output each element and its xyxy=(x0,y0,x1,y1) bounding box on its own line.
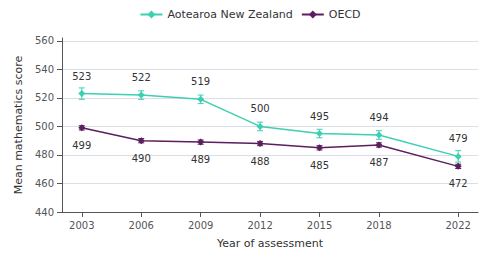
svg-text:2006: 2006 xyxy=(129,220,154,231)
svg-text:479: 479 xyxy=(449,133,468,144)
svg-text:490: 490 xyxy=(132,153,151,164)
svg-text:522: 522 xyxy=(132,72,151,83)
svg-text:Year of assessment: Year of assessment xyxy=(216,237,324,250)
svg-text:485: 485 xyxy=(310,160,329,171)
svg-text:OECD: OECD xyxy=(329,8,361,21)
svg-text:Aotearoa New Zealand: Aotearoa New Zealand xyxy=(167,8,292,21)
svg-text:500: 500 xyxy=(35,121,54,132)
svg-text:472: 472 xyxy=(449,178,468,189)
svg-text:519: 519 xyxy=(191,76,210,87)
svg-text:495: 495 xyxy=(310,111,329,122)
svg-text:2009: 2009 xyxy=(188,220,213,231)
svg-text:2018: 2018 xyxy=(366,220,391,231)
svg-text:460: 460 xyxy=(35,178,54,189)
svg-text:488: 488 xyxy=(251,156,270,167)
svg-text:2012: 2012 xyxy=(247,220,272,231)
svg-text:489: 489 xyxy=(191,154,210,165)
svg-text:494: 494 xyxy=(369,112,388,123)
svg-text:Mean mathematics score: Mean mathematics score xyxy=(12,55,25,194)
svg-text:440: 440 xyxy=(35,207,54,218)
svg-text:520: 520 xyxy=(35,92,54,103)
svg-text:487: 487 xyxy=(369,157,388,168)
svg-text:480: 480 xyxy=(35,149,54,160)
svg-text:560: 560 xyxy=(35,35,54,46)
svg-text:499: 499 xyxy=(72,140,91,151)
svg-text:500: 500 xyxy=(251,103,270,114)
svg-text:540: 540 xyxy=(35,64,54,75)
svg-text:2015: 2015 xyxy=(307,220,332,231)
svg-text:2022: 2022 xyxy=(445,220,470,231)
svg-text:523: 523 xyxy=(72,71,91,82)
svg-text:2003: 2003 xyxy=(69,220,94,231)
